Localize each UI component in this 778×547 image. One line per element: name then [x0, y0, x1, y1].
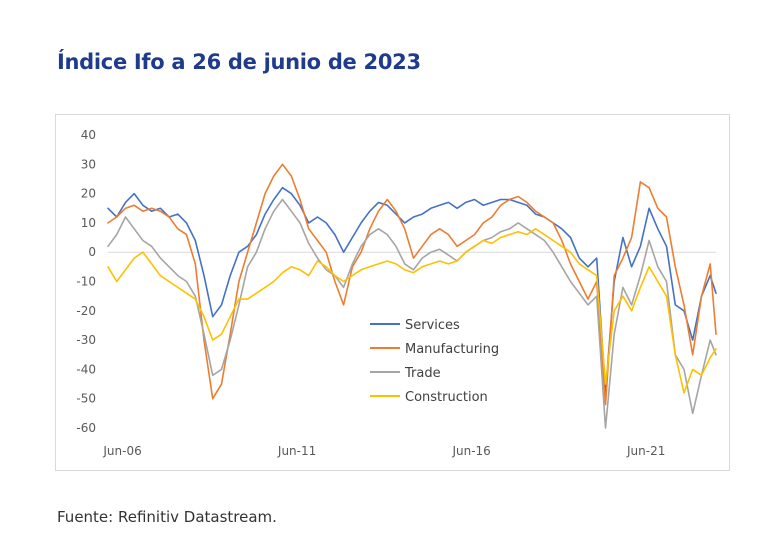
legend-label: Manufacturing [405, 342, 499, 357]
y-tick-label: 30 [81, 157, 96, 171]
series-lines [107, 163, 717, 429]
chart-frame: 40 30 20 10 0 -10 -20 -30 -40 -50 -60 Jun-06 Jun-11… [55, 114, 730, 471]
y-tick-label: 0 [88, 245, 96, 259]
series-line-services [107, 186, 717, 394]
source-note: Fuente: Refinitiv Datastream. [57, 508, 277, 526]
legend-item: Services [370, 318, 460, 333]
legend-item: Construction [370, 390, 488, 405]
legend-item: Manufacturing [370, 342, 499, 357]
x-tick-label: Jun-11 [277, 444, 316, 458]
y-tick-label: 40 [81, 128, 96, 142]
x-tick-label: Jun-06 [102, 444, 141, 458]
x-tick-label: Jun-21 [626, 444, 665, 458]
series-line-manufacturing [107, 163, 717, 406]
legend: Services Manufacturing Trade Construction [370, 318, 499, 405]
legend-label: Services [405, 318, 460, 333]
line-chart: 40 30 20 10 0 -10 -20 -30 -40 -50 -60 Jun-06 Jun-11… [76, 128, 717, 458]
legend-label: Trade [404, 366, 441, 381]
legend-item: Trade [370, 366, 441, 381]
x-axis: Jun-06 Jun-11 Jun-16 Jun-21 [102, 444, 665, 458]
series-line-trade [107, 198, 717, 429]
legend-label: Construction [405, 390, 488, 405]
y-tick-label: -10 [76, 275, 96, 289]
y-tick-label: -50 [76, 392, 96, 406]
y-axis: 40 30 20 10 0 -10 -20 -30 -40 -50 -60 [76, 128, 716, 435]
y-tick-label: -60 [76, 421, 96, 435]
y-tick-label: -30 [76, 333, 96, 347]
y-tick-label: -20 [76, 304, 96, 318]
series-line-construction [107, 228, 717, 394]
y-tick-label: 10 [81, 216, 96, 230]
x-tick-label: Jun-16 [451, 444, 490, 458]
y-tick-label: 20 [81, 187, 96, 201]
page-title: Índice Ifo a 26 de junio de 2023 [57, 50, 421, 74]
y-tick-label: -40 [76, 362, 96, 376]
